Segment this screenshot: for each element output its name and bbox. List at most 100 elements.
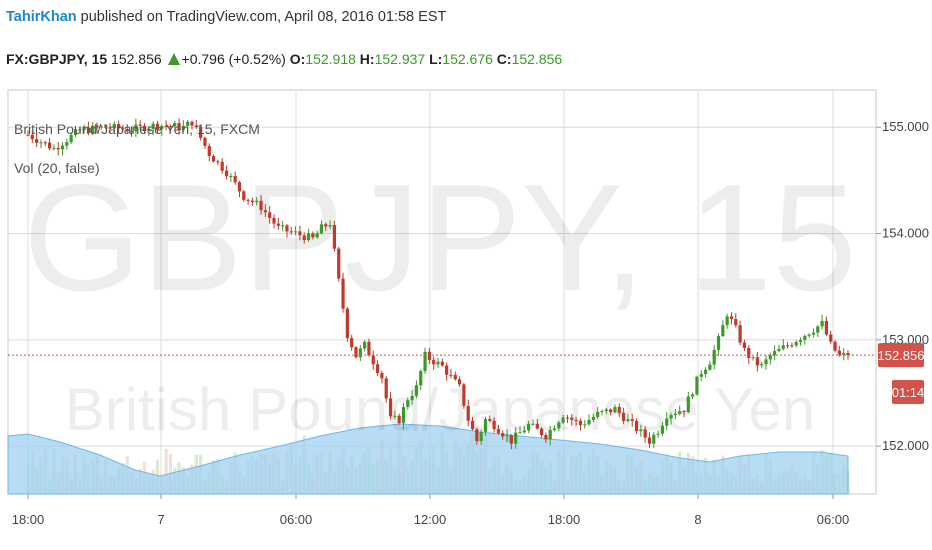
price-change: +0.796 (+0.52%)	[181, 51, 286, 67]
candle-body	[557, 422, 561, 429]
candle-body	[596, 411, 600, 417]
candle-body	[86, 127, 91, 133]
candle-body	[712, 349, 716, 365]
candle-body	[699, 374, 703, 377]
candle-body	[104, 126, 108, 128]
symbol-info-bar: FX:GBPJPY, 15 152.856 +0.796 (+0.52%) O:…	[6, 51, 562, 67]
candle-body	[837, 350, 841, 355]
candle-body	[414, 385, 419, 396]
candle-body	[514, 432, 518, 444]
candle-body	[449, 374, 453, 376]
open-value: 152.918	[305, 51, 356, 67]
candle-body	[432, 359, 436, 365]
high-value: 152.937	[374, 51, 426, 67]
volume-indicator-label: Vol (20, false)	[14, 160, 100, 176]
candle-body	[807, 334, 811, 336]
candle-body	[583, 424, 587, 426]
candle-body	[242, 191, 246, 200]
candle-body	[350, 338, 354, 348]
candle-body	[397, 415, 401, 424]
candle-body	[246, 199, 250, 201]
price-tick-label: 152.000	[882, 438, 929, 453]
candle-body	[483, 418, 488, 432]
candle-body	[462, 384, 466, 406]
candle-body	[785, 345, 790, 347]
candle-body	[656, 433, 660, 435]
price-tick-label: 154.000	[882, 226, 929, 241]
candle-body	[436, 361, 440, 365]
low-label: L:	[429, 51, 443, 67]
high-label: H:	[359, 51, 375, 67]
candle-body	[509, 435, 513, 444]
candle-body	[691, 394, 695, 397]
last-price-badge	[878, 343, 924, 368]
time-tick-label: 8	[694, 512, 701, 527]
last-price: 152.856	[111, 51, 162, 67]
time-axis[interactable]: 18:00 7 06:00 12:00 18:00 8 06:00	[12, 494, 850, 527]
candle-body	[125, 129, 129, 132]
candle-body	[531, 423, 535, 425]
candle-body	[630, 419, 634, 421]
candle-body	[479, 431, 483, 442]
candle-body	[798, 340, 803, 343]
candle-body	[43, 142, 47, 144]
series-title: British Pound/Japanese Yen, 15, FXCM	[14, 121, 260, 137]
candle-body	[358, 348, 362, 358]
candle-body	[682, 411, 686, 413]
candle-body	[548, 429, 552, 440]
candle-body	[522, 430, 526, 433]
candle-body	[78, 129, 82, 131]
candle-body	[609, 409, 613, 413]
candle-body	[56, 147, 60, 150]
candle-body	[505, 435, 509, 437]
candle-body	[211, 156, 216, 162]
candle-body	[388, 398, 393, 417]
candle-body	[760, 364, 764, 366]
candle-body	[419, 371, 423, 386]
author-link[interactable]: TahirKhan	[6, 9, 77, 25]
candle-body	[164, 125, 168, 127]
time-tick-label: 18:00	[12, 512, 45, 527]
candle-body	[734, 319, 738, 326]
candle-body	[539, 428, 544, 436]
candle-body	[820, 321, 824, 327]
candle-body	[298, 231, 302, 236]
candle-body	[617, 407, 621, 413]
candle-body	[686, 396, 690, 413]
candle-body	[160, 125, 164, 130]
candle-body	[276, 223, 280, 226]
time-tick-label: 06:00	[817, 512, 850, 527]
low-value: 152.676	[442, 51, 493, 67]
countdown-badge-text: 01:14	[892, 385, 925, 400]
price-axis[interactable]: 152.000 153.000 154.000 155.000	[876, 119, 929, 453]
candle-body	[199, 127, 203, 138]
candle-body	[35, 139, 39, 143]
price-tick-label: 155.000	[882, 119, 929, 134]
candle-body	[768, 355, 772, 360]
candle-body	[457, 379, 462, 385]
candle-body	[423, 351, 427, 372]
candle-body	[73, 129, 78, 135]
candle-body	[729, 316, 734, 320]
candle-body	[613, 407, 617, 413]
symbol-name: FX:GBPJPY, 15	[6, 51, 108, 67]
candle-body	[272, 217, 276, 224]
candle-body	[777, 348, 781, 352]
candle-body	[138, 124, 142, 126]
candle-body	[406, 400, 410, 408]
candle-body	[621, 412, 626, 422]
candle-body	[665, 418, 669, 426]
candle-body	[263, 210, 267, 213]
candle-body	[367, 341, 371, 356]
candle-body	[345, 308, 349, 339]
candle-body	[535, 423, 539, 429]
candle-body	[527, 423, 531, 431]
candle-body	[660, 425, 665, 434]
close-label: C:	[496, 51, 512, 67]
candle-body	[168, 126, 173, 128]
candle-body	[427, 351, 431, 360]
candle-body	[216, 161, 220, 163]
candle-body	[375, 364, 380, 374]
candle-body	[773, 351, 777, 356]
